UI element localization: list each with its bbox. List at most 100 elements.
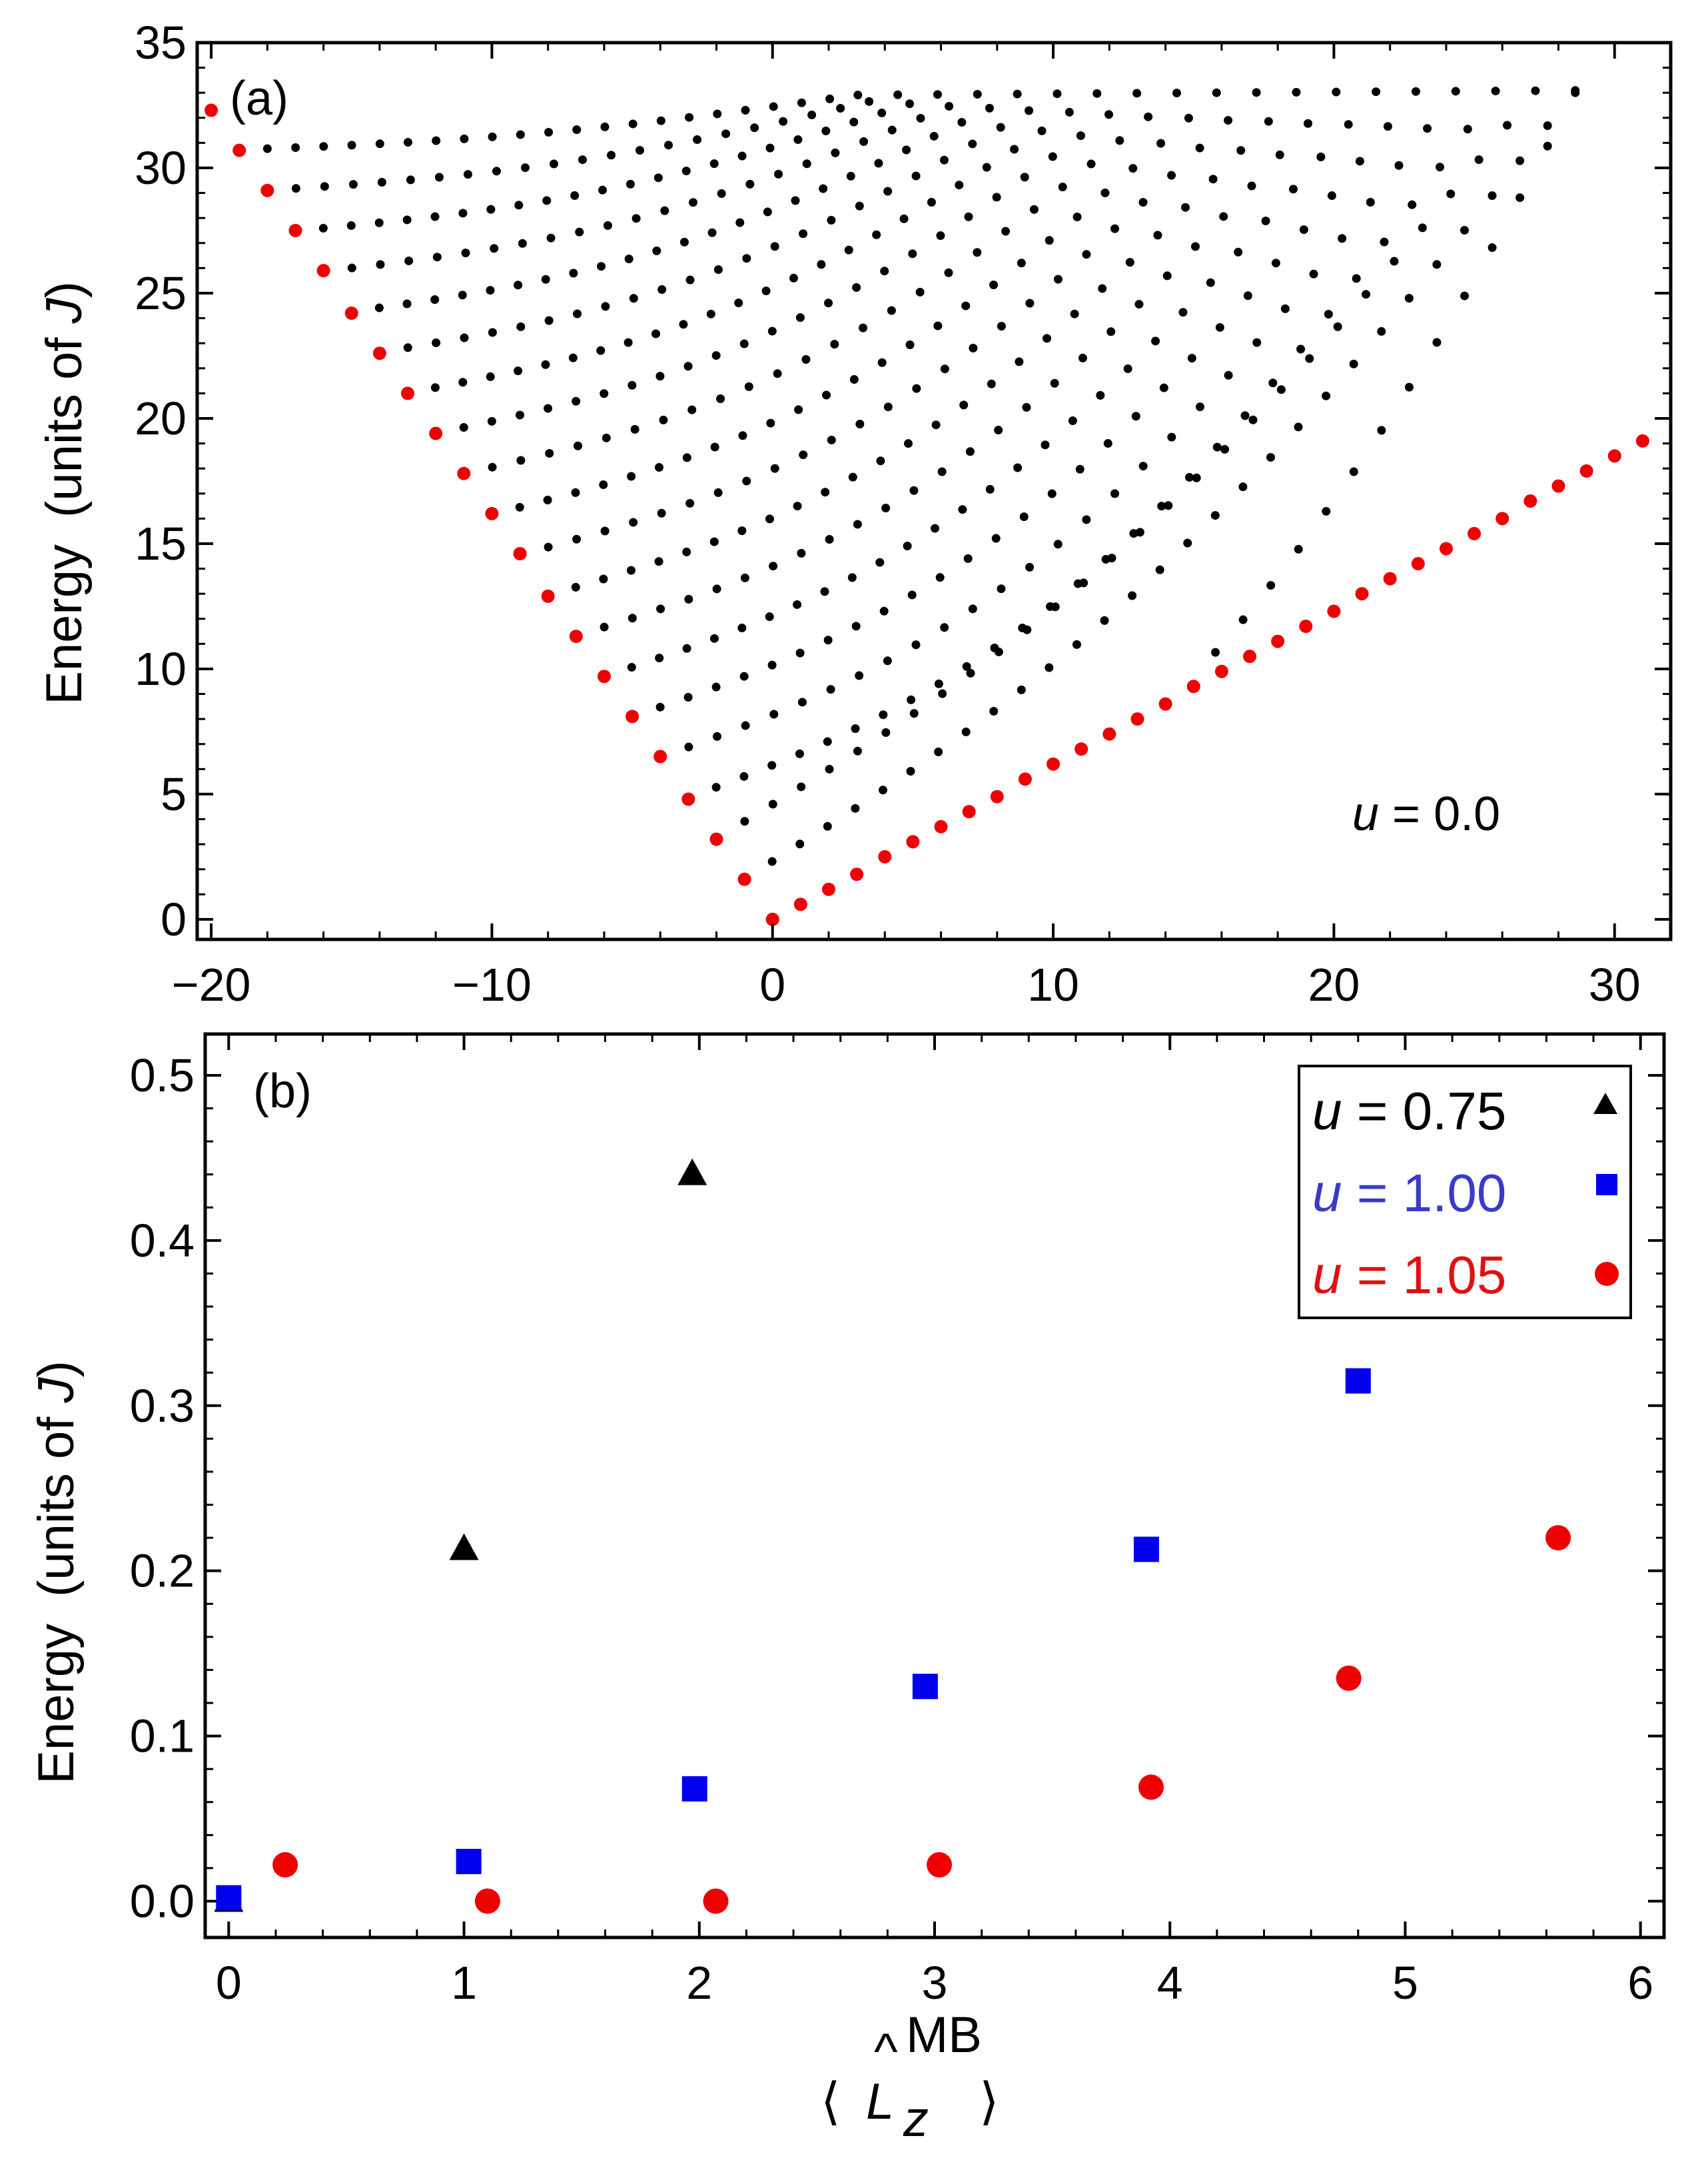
panel-a-black-point [1195,402,1204,412]
panel-a-black-point [652,246,661,255]
panel-a-black-point [982,163,991,172]
panel-a-black-point [855,201,864,211]
panel-a-black-point [831,148,840,157]
panel-a-red-left-point [457,466,471,480]
panel-a-black-point [404,257,414,266]
panel-a-black-point [735,218,745,227]
panel-a-black-point [738,431,747,440]
panel-a-black-point [1349,467,1358,476]
panel-a-black-point [712,584,721,594]
panel-a-black-point [878,786,887,795]
panel-b-circle-point [1138,1774,1164,1800]
panel-a-black-point [1018,624,1027,633]
panel-a-black-point [961,301,971,310]
panel-a-black-point [1183,538,1192,548]
panel-a-black-point [682,453,691,462]
panel-a-black-point [1299,225,1308,235]
panel-a-xtick-label: 20 [1308,959,1360,1011]
panel-a-red-right-point [1468,526,1482,540]
panel-a-black-point [1096,390,1105,400]
panel-a-black-point [799,229,808,239]
panel-a-red-left-point [260,183,274,197]
panel-a-black-point [716,394,725,403]
panel-a-black-point [600,389,609,398]
panel-a-black-point [996,123,1005,132]
panel-a-black-point [741,106,750,115]
panel-a-black-point [1352,274,1361,283]
panel-a-black-point [458,290,467,300]
panel-a-black-point [627,662,636,672]
panel-a-black-point [944,268,953,277]
panel-a-black-point [432,253,442,262]
ylabel-b-unit-open: (units of [28,1403,85,1597]
panel-a-black-point [626,179,635,189]
panel-a-black-point [1408,200,1417,209]
panel-a-black-point [997,322,1006,331]
panel-a-red-right-point [1607,449,1621,463]
panel-a-black-point [1224,116,1233,125]
panel-a-black-point [773,369,782,378]
panel-a-black-point [1515,156,1525,165]
panel-b-xtick-label: 4 [1157,1957,1183,2009]
panel-a-black-point [881,728,891,738]
panel-a-black-point [432,136,441,145]
panel-a-red-left-point [485,506,499,520]
panel-a-black-point [1029,205,1039,214]
panel-a-black-point [911,640,921,650]
panel-a-black-point [874,159,883,168]
panel-a-black-point [630,424,640,434]
panel-a-black-point [770,464,779,473]
panel-a-black-point [599,574,608,584]
panel-a-black-point [990,644,999,653]
panel-a-black-point [931,420,941,430]
panel-a-red-right-point [1383,572,1397,586]
panel-a-xtick-label: −10 [452,959,532,1011]
panel-a-black-point [679,237,689,247]
panel-b-square-point [1133,1536,1159,1562]
panel-b-triangle-point [677,1158,707,1185]
panel-b-ytick-label: 0.4 [130,1215,195,1267]
panel-a-black-point [737,526,747,536]
panel-a-black-point [872,230,881,239]
panel-a-black-point [1411,87,1420,96]
panel-a-black-point [817,260,826,269]
panel-a-red-right-point [1018,772,1032,786]
panel-a-black-point [1072,640,1081,649]
panel-a-black-point [1013,463,1023,472]
panel-b-xlabel: ⟨ L ^ z MB ⟩ [821,2007,999,2147]
panel-a-black-point [711,682,721,692]
panel-a-black-point [1344,120,1353,129]
panel-a-black-point [600,622,609,632]
panel-a-black-point [629,294,638,303]
panel-a-ytick-label: 30 [135,142,187,194]
panel-a-black-point [1377,326,1386,336]
panel-a-black-point [636,146,645,155]
panel-a-red-right-point [1439,542,1453,556]
panel-a-black-point [1309,269,1318,278]
panel-a-black-point [1106,327,1116,336]
panel-a-black-point [744,382,753,391]
panel-b-ytick-label: 0.0 [130,1875,195,1927]
panel-a-black-point [1372,87,1381,97]
panel-a-label: (a) [230,72,288,125]
panel-a-black-point [916,113,925,123]
panel-a-black-point [909,486,919,495]
panel-a-black-point [1316,153,1326,162]
xlabel-close: ⟩ [979,2073,999,2130]
panel-a-red-right-point [765,912,779,926]
panel-a-black-point [682,547,691,556]
panel-b-square-point [912,1674,938,1700]
panel-b-ylabel: Energy (units of J) [28,1360,85,1784]
panel-a-black-point [821,488,830,497]
panel-a-black-point [1332,87,1341,97]
panel-a-black-point [685,275,695,284]
panel-a-black-point [1266,452,1275,462]
panel-a-red-left-point [653,750,667,764]
panel-a-black-point [542,196,552,205]
panel-a-black-point [655,372,665,381]
panel-a-black-point [603,221,612,230]
panel-a-black-point [765,514,774,524]
panel-a-black-point [1211,648,1220,657]
panel-a-black-point [1053,540,1063,549]
panel-a-black-point [740,817,749,826]
